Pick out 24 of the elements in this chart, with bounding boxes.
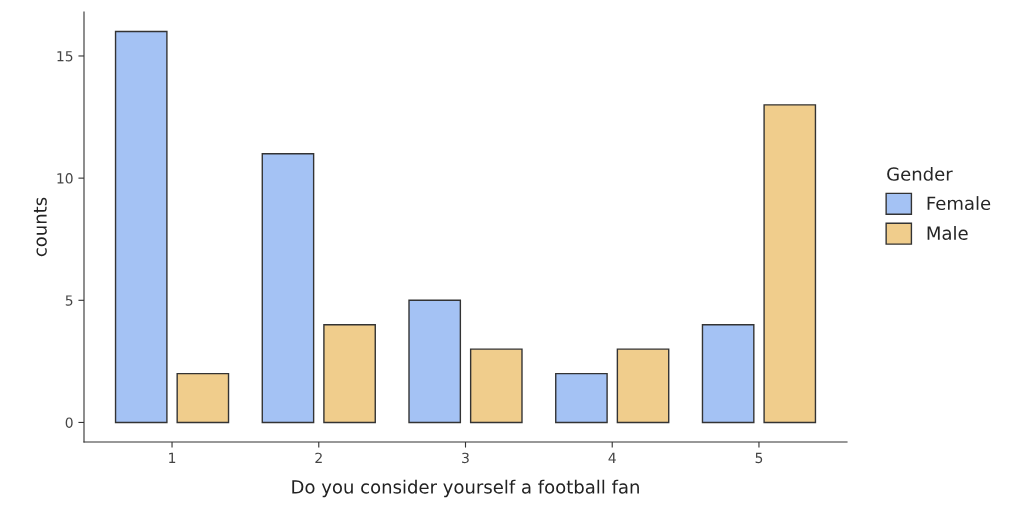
x-tick-label: 1 [169,452,176,463]
x-tick-label: 3 [462,452,469,464]
x-tick-label: 2 [315,452,322,463]
y-tick-label: 5 [65,295,73,306]
bar [261,153,315,424]
bar [469,348,523,424]
legend-label: Female [927,196,991,211]
legend-title: Gender [887,166,953,181]
y-tick-label: 10 [57,173,73,184]
bar [114,30,168,424]
y-tick-label: 0 [65,417,73,428]
x-tick-label: 5 [755,452,763,464]
y-axis-title: counts [33,197,47,257]
bar [763,104,817,424]
bar [176,372,230,424]
legend-label: Male [927,225,968,240]
bar [323,324,376,424]
bar [701,324,755,424]
bar [555,372,608,424]
bar [616,348,670,424]
y-tick-label: 15 [57,51,73,62]
bar [408,299,462,424]
x-tick-label: 4 [608,452,616,463]
x-axis-title: Do you consider yourself a football fan [292,479,639,498]
